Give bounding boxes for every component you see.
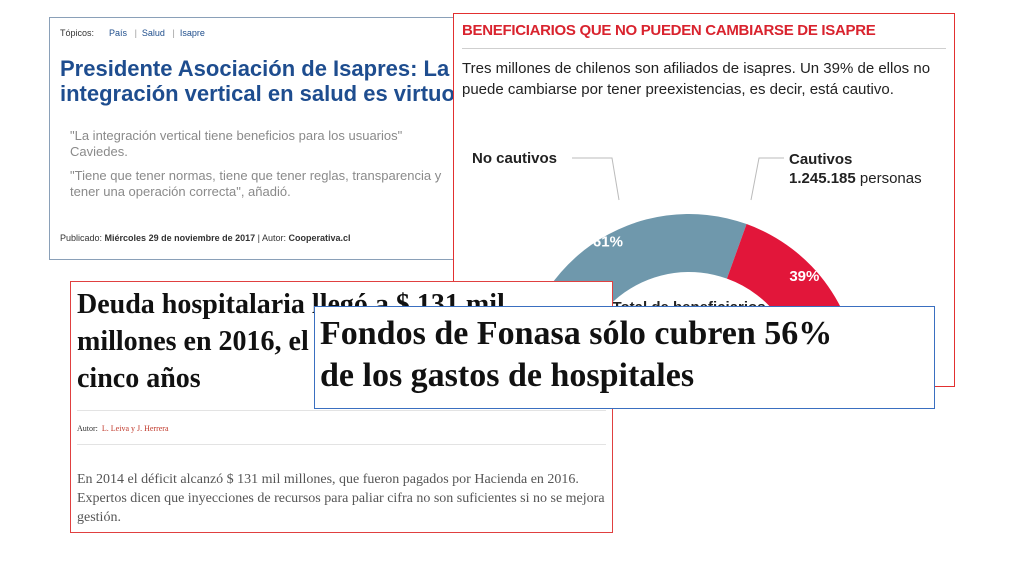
label-captive-title: Cautivos	[789, 151, 853, 168]
infographic-title: BENEFICIARIOS QUE NO PUEDEN CAMBIARSE DE…	[462, 22, 876, 39]
meta-label: Publicado:	[60, 233, 103, 243]
fonasa-headline: Fondos de Fonasa sólo cubren 56% de los …	[320, 313, 832, 397]
meta-date: Miércoles 29 de noviembre de 2017	[104, 233, 256, 243]
quote-1-line-1: "La integración vertical tiene beneficio…	[70, 128, 403, 143]
quote-2-line-1: "Tiene que tener normas, tiene que tener…	[70, 168, 442, 183]
label-captive-value: 1.245.185	[789, 170, 856, 187]
author-names[interactable]: L. Leiva y J. Herrera	[101, 424, 169, 433]
fonasa-headline-clipping: Fondos de Fonasa sólo cubren 56% de los …	[314, 306, 935, 409]
article-quotes: "La integración vertical tiene beneficio…	[70, 128, 518, 208]
headline-line-2: integración vertical en salud es virtuos…	[60, 81, 480, 106]
meta-author: Cooperativa.cl	[288, 233, 351, 243]
divider	[77, 444, 606, 445]
headline-line-1: Fondos de Fonasa sólo cubren 56%	[320, 315, 833, 352]
headline-line-3: cinco años	[77, 363, 201, 394]
donut-value-label: 61%	[593, 234, 623, 251]
article-meta: Publicado: Miércoles 29 de noviembre de …	[60, 233, 351, 243]
divider	[462, 48, 946, 49]
topic-link-salud[interactable]: Salud	[141, 28, 165, 38]
infographic-description: Tres millones de chilenos son afiliados …	[462, 60, 931, 98]
topics-label: Tópicos:	[60, 28, 95, 38]
divider	[77, 410, 606, 411]
label-captive-unit: personas	[855, 170, 922, 187]
label-not-captive: No cautivos	[472, 150, 558, 167]
quote-2-line-2: tener una operación correcta", añadió.	[70, 184, 291, 199]
topics-bar: Tópicos: País | Salud | Isapre	[60, 28, 205, 38]
leader-line	[750, 157, 784, 201]
headline-line-1: Presidente Asociación de Isapres: La	[60, 56, 450, 81]
label-captive: Cautivos 1.245.185 personas	[789, 150, 922, 188]
quote-1: "La integración vertical tiene beneficio…	[70, 128, 518, 160]
quote-1-line-2: Caviedes.	[70, 144, 128, 159]
donut-value-label: 39%	[789, 268, 819, 285]
meta-separator: | Autor:	[255, 233, 286, 243]
author-label: Autor:	[77, 424, 98, 433]
topic-link-pais[interactable]: País	[109, 28, 128, 38]
author-line: Autor: L. Leiva y J. Herrera	[77, 424, 169, 433]
leader-line	[572, 157, 620, 201]
cooperativa-article-clipping: Tópicos: País | Salud | Isapre Presidente …	[49, 17, 519, 260]
article-headline: Presidente Asociación de Isapres: La int…	[60, 56, 518, 106]
article-lead: En 2014 el déficit alcanzó $ 131 mil mil…	[77, 472, 605, 525]
topic-link-isapre[interactable]: Isapre	[179, 28, 205, 38]
headline-line-2: de los gastos de hospitales	[320, 357, 695, 394]
quote-2: "Tiene que tener normas, tiene que tener…	[70, 168, 518, 200]
